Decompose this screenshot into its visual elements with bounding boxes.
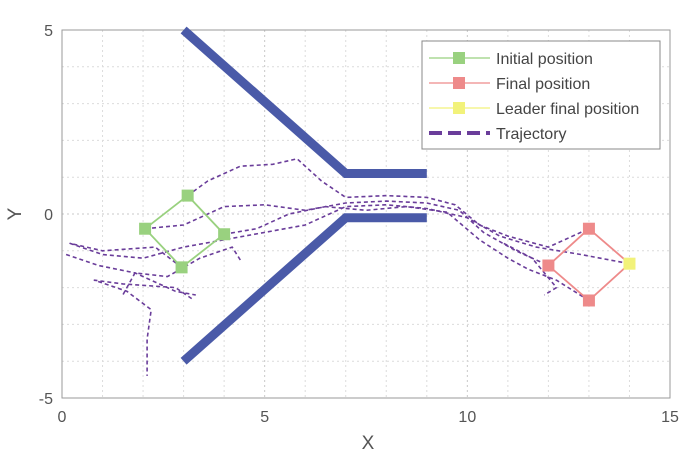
formations bbox=[143, 194, 631, 302]
legend-swatch-marker bbox=[453, 52, 465, 64]
final-position-marker bbox=[542, 259, 555, 272]
initial-formation bbox=[143, 194, 226, 269]
final-position-marker bbox=[582, 294, 595, 307]
trajectories bbox=[65, 158, 630, 376]
legend-swatch-marker bbox=[453, 102, 465, 114]
x-tick-label: 10 bbox=[458, 409, 476, 426]
x-axis-label: X bbox=[362, 433, 375, 454]
position-markers bbox=[139, 189, 636, 307]
trajectory-line bbox=[65, 253, 196, 296]
leader-final-position-marker bbox=[623, 257, 636, 270]
initial-position-marker bbox=[181, 189, 194, 202]
initial-position-marker bbox=[175, 261, 188, 274]
y-tick-label: 5 bbox=[44, 23, 53, 40]
initial-position-marker bbox=[139, 222, 152, 235]
trajectory-line bbox=[145, 200, 549, 267]
wall-upper bbox=[180, 26, 427, 178]
legend-label: Leader final position bbox=[496, 101, 639, 118]
y-tick-label: 0 bbox=[44, 207, 53, 224]
final-position-marker bbox=[582, 222, 595, 235]
wall-lower bbox=[180, 213, 427, 365]
legend-label: Initial position bbox=[496, 51, 593, 68]
legend: Initial position Final position Leader fin… bbox=[421, 40, 661, 150]
legend-label: Final position bbox=[496, 76, 590, 93]
trajectory-line bbox=[503, 242, 558, 296]
trajectory-line bbox=[69, 204, 630, 269]
walls bbox=[180, 26, 427, 365]
legend-swatch-marker bbox=[453, 77, 465, 89]
trajectory-line bbox=[223, 205, 590, 302]
initial-position-marker bbox=[218, 228, 231, 241]
x-tick-label: 5 bbox=[260, 409, 269, 426]
y-axis-label: Y bbox=[5, 207, 26, 220]
x-tick-label: 15 bbox=[661, 409, 679, 426]
y-tick-label: -5 bbox=[39, 391, 53, 408]
trajectory-line bbox=[187, 158, 590, 248]
plot-frame bbox=[61, 29, 671, 399]
tick-labels: 0 5 10 15 -5 0 5 bbox=[39, 23, 679, 426]
legend-label: Trajectory bbox=[496, 126, 567, 143]
x-tick-label: 0 bbox=[58, 409, 67, 426]
final-formation bbox=[547, 227, 631, 302]
